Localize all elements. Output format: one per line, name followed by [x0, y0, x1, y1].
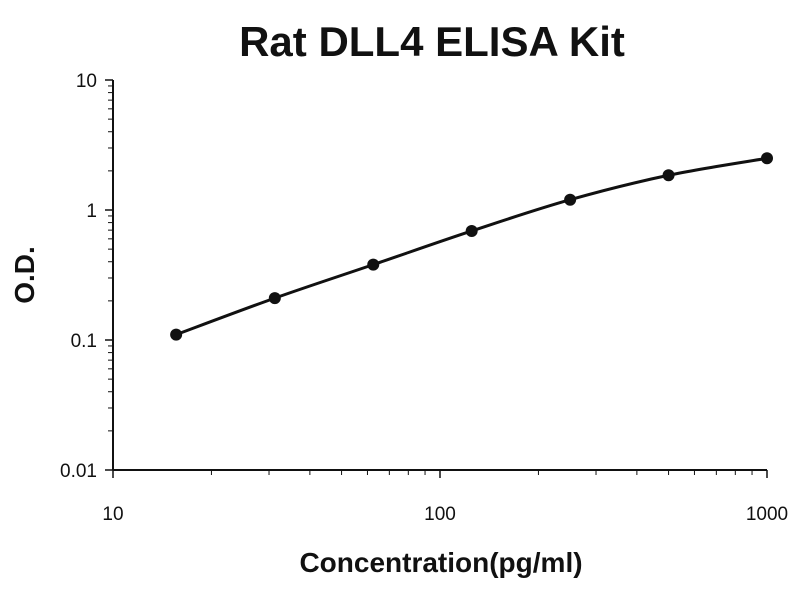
x-axis-label: Concentration(pg/ml)	[299, 547, 582, 578]
data-point	[465, 224, 478, 237]
y-axis-label: O.D.	[9, 246, 40, 304]
chart-title: Rat DLL4 ELISA Kit	[239, 18, 625, 65]
y-tick-label: 10	[76, 71, 97, 92]
data-point	[662, 169, 675, 182]
data-point	[761, 152, 773, 165]
y-tick-label: 0.01	[60, 461, 97, 482]
x-axis-ticks: 10 100 1000	[102, 470, 788, 525]
x-tick-label: 100	[424, 504, 456, 525]
x-tick-label: 1000	[746, 504, 788, 525]
data-point	[170, 328, 183, 341]
y-axis-ticks: 0.01 0.1 1 10	[60, 71, 113, 482]
y-tick-label: 1	[86, 201, 97, 222]
data-point	[367, 258, 380, 271]
data-point	[268, 292, 281, 305]
data-points	[170, 152, 773, 341]
standard-curve-line	[175, 156, 768, 337]
data-point	[564, 193, 577, 206]
y-tick-label: 0.1	[71, 331, 97, 352]
x-tick-label: 10	[102, 504, 123, 525]
